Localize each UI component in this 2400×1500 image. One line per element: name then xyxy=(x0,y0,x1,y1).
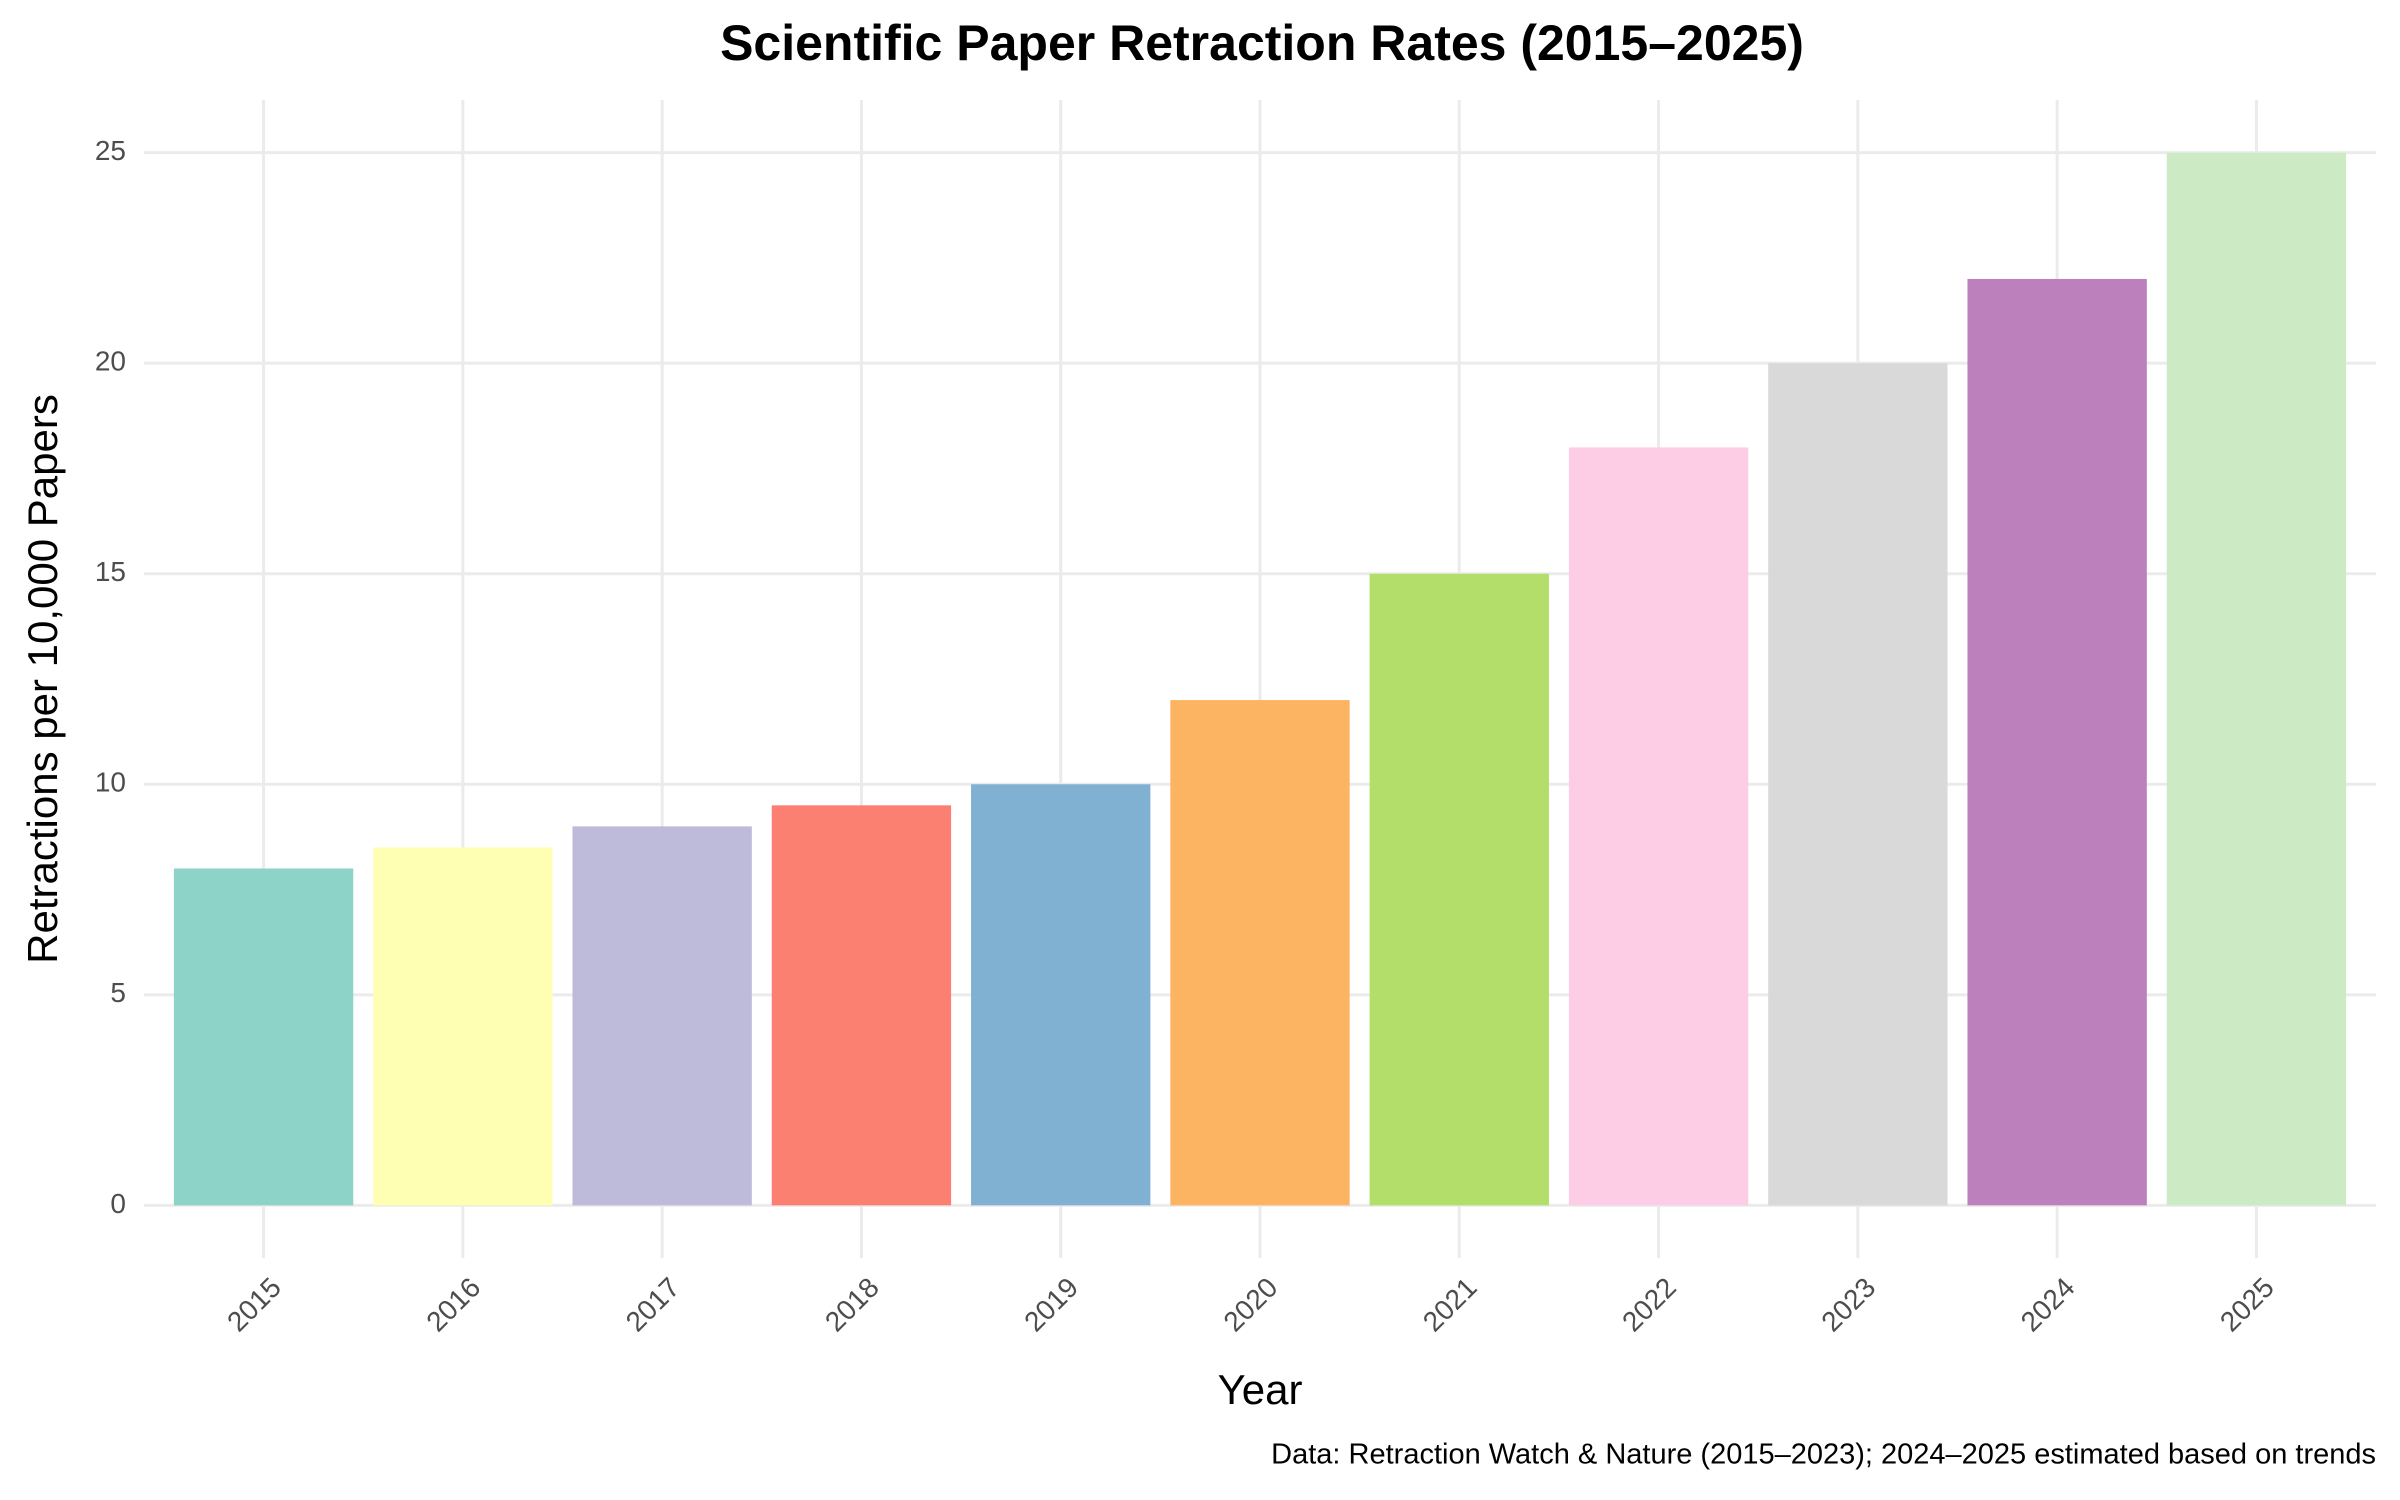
x-tick-label: 2021 xyxy=(1417,1272,1483,1338)
x-tick-label: 2025 xyxy=(2214,1272,2280,1338)
bar xyxy=(1369,573,1549,1206)
y-tick-label: 5 xyxy=(110,977,126,1008)
x-tick-label: 2019 xyxy=(1018,1272,1084,1338)
bar xyxy=(971,784,1151,1206)
bar xyxy=(1768,363,1948,1206)
x-tick-label: 2016 xyxy=(420,1272,486,1338)
x-tick-label: 2018 xyxy=(819,1272,885,1338)
x-tick-label: 2017 xyxy=(620,1272,686,1338)
bar xyxy=(1967,278,2147,1206)
y-tick-label: 15 xyxy=(95,556,126,587)
bar xyxy=(373,847,553,1206)
bar xyxy=(572,826,752,1206)
caption: Data: Retraction Watch & Nature (2015–20… xyxy=(1271,1439,2376,1471)
x-tick-label: 2022 xyxy=(1616,1272,1682,1338)
y-tick-label: 25 xyxy=(95,135,126,166)
bar xyxy=(771,805,952,1206)
bar xyxy=(2166,152,2347,1206)
x-tick-label: 2015 xyxy=(221,1272,287,1338)
x-axis-title: Year xyxy=(1218,1366,1303,1413)
x-tick-label: 2023 xyxy=(1815,1272,1881,1338)
y-tick-label: 10 xyxy=(95,767,126,798)
y-axis-title: Retractions per 10,000 Papers xyxy=(19,394,66,964)
bar xyxy=(1170,700,1350,1206)
y-tick-label: 0 xyxy=(110,1188,126,1219)
x-tick-label: 2024 xyxy=(2015,1272,2081,1338)
chart-title: Scientific Paper Retraction Rates (2015–… xyxy=(720,15,1804,71)
bar xyxy=(1568,447,1749,1206)
bar xyxy=(173,868,354,1206)
y-tick-label: 20 xyxy=(95,346,126,377)
x-tick-label: 2020 xyxy=(1217,1272,1283,1338)
